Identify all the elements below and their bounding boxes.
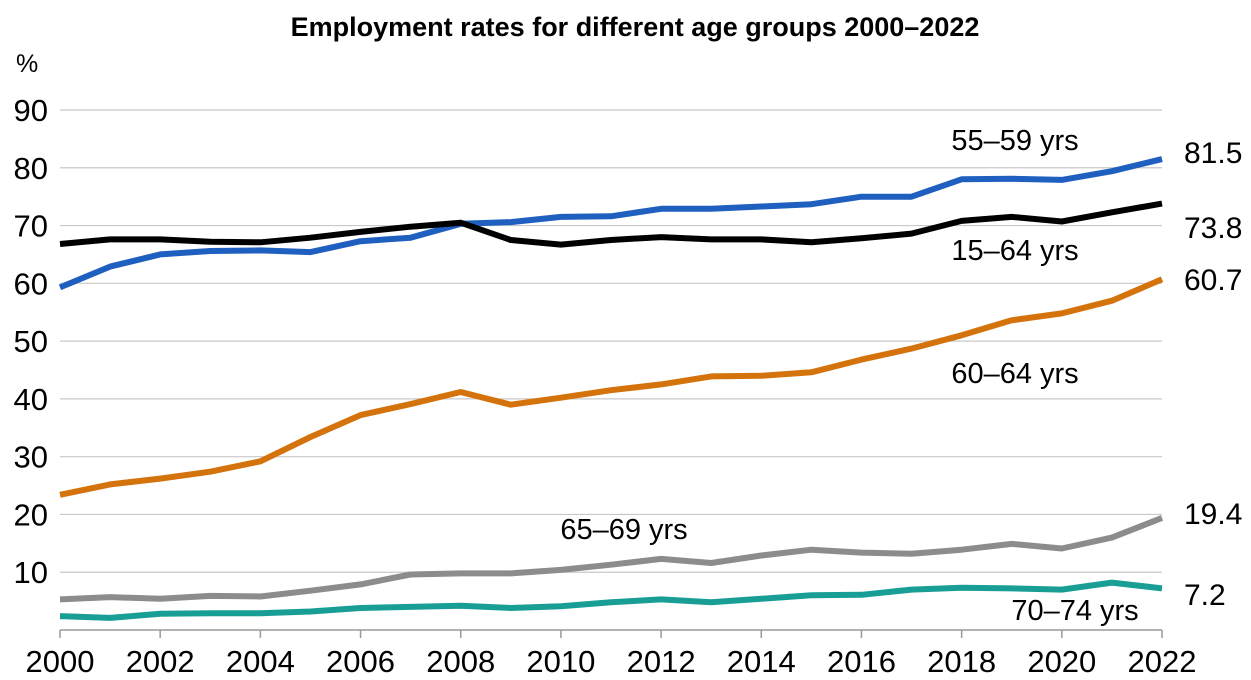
y-tick-label: 20 bbox=[14, 497, 48, 532]
x-tick-label: 2004 bbox=[226, 644, 295, 679]
x-tick-label: 2010 bbox=[526, 644, 595, 679]
series-line-15-64-yrs bbox=[59, 200, 1163, 248]
x-tick-label: 2006 bbox=[326, 644, 395, 679]
series-line-65-69-yrs bbox=[59, 515, 1164, 603]
series-line-60-64-yrs bbox=[59, 276, 1164, 498]
y-tick-label: 10 bbox=[14, 555, 48, 590]
x-tick-label: 2014 bbox=[727, 644, 796, 679]
series-label: 65–69 yrs bbox=[560, 514, 687, 546]
end-value-label: 7.2 bbox=[1184, 579, 1226, 612]
x-tick-label: 2018 bbox=[927, 644, 996, 679]
y-tick-label: 60 bbox=[14, 266, 48, 301]
x-tick-label: 2012 bbox=[627, 644, 696, 679]
series-label: 15–64 yrs bbox=[951, 235, 1078, 267]
series-label: 55–59 yrs bbox=[951, 125, 1078, 157]
chart-title: Employment rates for different age group… bbox=[290, 12, 980, 42]
end-value-label: 60.7 bbox=[1184, 264, 1242, 297]
series-line-55-59-yrs bbox=[58, 156, 1163, 291]
end-value-label: 81.5 bbox=[1184, 137, 1242, 170]
x-tick-label: 2000 bbox=[26, 644, 95, 679]
y-tick-label: 40 bbox=[14, 382, 48, 417]
series-line-70-74-yrs bbox=[59, 579, 1163, 621]
x-tick-label: 2008 bbox=[426, 644, 495, 679]
y-tick-label: 70 bbox=[14, 209, 48, 244]
x-tick-label: 2022 bbox=[1128, 644, 1197, 679]
y-tick-label: 50 bbox=[14, 324, 48, 359]
y-tick-label: 90 bbox=[14, 93, 48, 128]
y-tick-label: 30 bbox=[14, 440, 48, 475]
end-value-label: 73.8 bbox=[1184, 212, 1242, 245]
end-value-label: 19.4 bbox=[1184, 498, 1242, 531]
x-tick-label: 2020 bbox=[1027, 644, 1096, 679]
series-label: 70–74 yrs bbox=[1011, 595, 1138, 627]
x-tick-label: 2016 bbox=[827, 644, 896, 679]
y-axis-unit: % bbox=[16, 50, 39, 78]
series-label: 60–64 yrs bbox=[951, 358, 1078, 390]
y-tick-label: 80 bbox=[14, 151, 48, 186]
x-tick-label: 2002 bbox=[126, 644, 195, 679]
